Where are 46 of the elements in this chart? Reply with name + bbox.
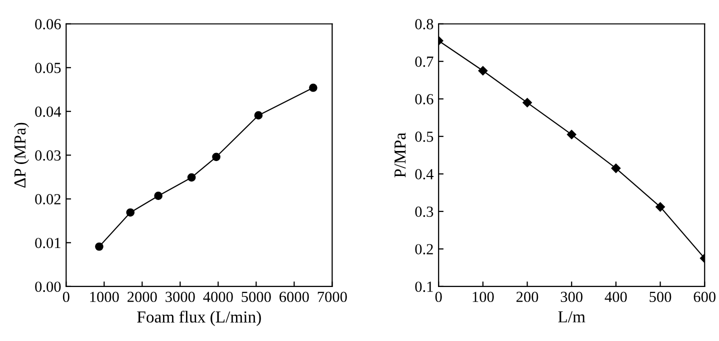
x-axis-title: L/m bbox=[558, 311, 586, 322]
point bbox=[187, 173, 196, 182]
y-tick-label: 0.6 bbox=[415, 94, 434, 104]
y-tick-label: 0.04 bbox=[35, 106, 62, 117]
x-tick-label: 4000 bbox=[203, 292, 233, 302]
y-tick-label: 0.05 bbox=[35, 62, 61, 74]
x-tick-label: 500 bbox=[650, 292, 672, 302]
x-tick-label: 0 bbox=[62, 292, 70, 302]
x-tick-label: 3000 bbox=[166, 292, 195, 302]
x-tick-label: 100 bbox=[472, 292, 494, 302]
point bbox=[254, 111, 263, 120]
y-tick-label: 0.7 bbox=[415, 56, 434, 67]
x-tick-label: 400 bbox=[604, 292, 627, 302]
point bbox=[154, 192, 162, 200]
x-tick-label: 300 bbox=[560, 292, 582, 302]
y-tick-label: 0.8 bbox=[415, 19, 434, 30]
y-tick-label: 0.2 bbox=[415, 244, 433, 254]
x-axis-title: Foam flux (L/min) bbox=[137, 310, 261, 326]
x-tick-label: 5000 bbox=[242, 292, 271, 302]
y-tick-label: 0.00 bbox=[35, 282, 61, 292]
point bbox=[478, 66, 488, 76]
x-tick-label: 0 bbox=[435, 292, 442, 302]
point bbox=[309, 84, 318, 92]
y-tick-label: 0.06 bbox=[35, 19, 61, 30]
y-tick-label: 0.02 bbox=[35, 194, 60, 204]
x-tick-label: 7000 bbox=[318, 292, 347, 302]
point bbox=[656, 202, 665, 212]
point bbox=[212, 152, 220, 162]
y-tick-label: 0.03 bbox=[35, 150, 61, 161]
y-tick-label: 0.1 bbox=[415, 282, 433, 292]
point bbox=[522, 98, 532, 108]
point bbox=[566, 130, 576, 140]
y-tick-label: 0.3 bbox=[415, 206, 434, 217]
point bbox=[611, 164, 621, 173]
point bbox=[95, 242, 104, 251]
y-tick-label: 0.01 bbox=[35, 238, 60, 248]
x-tick-label: 6000 bbox=[280, 292, 309, 302]
y-axis-title: P/MPa bbox=[394, 132, 406, 178]
x-tick-label: 200 bbox=[516, 292, 538, 302]
y-axis-title: ΔP (MPa) bbox=[14, 122, 29, 188]
x-tick-label: 600 bbox=[694, 292, 716, 302]
y-tick-label: 0.4 bbox=[415, 169, 434, 180]
point bbox=[126, 208, 135, 217]
x-tick-label: 2000 bbox=[128, 292, 157, 302]
y-tick-label: 0.5 bbox=[415, 132, 434, 142]
x-tick-label: 1000 bbox=[90, 292, 119, 302]
